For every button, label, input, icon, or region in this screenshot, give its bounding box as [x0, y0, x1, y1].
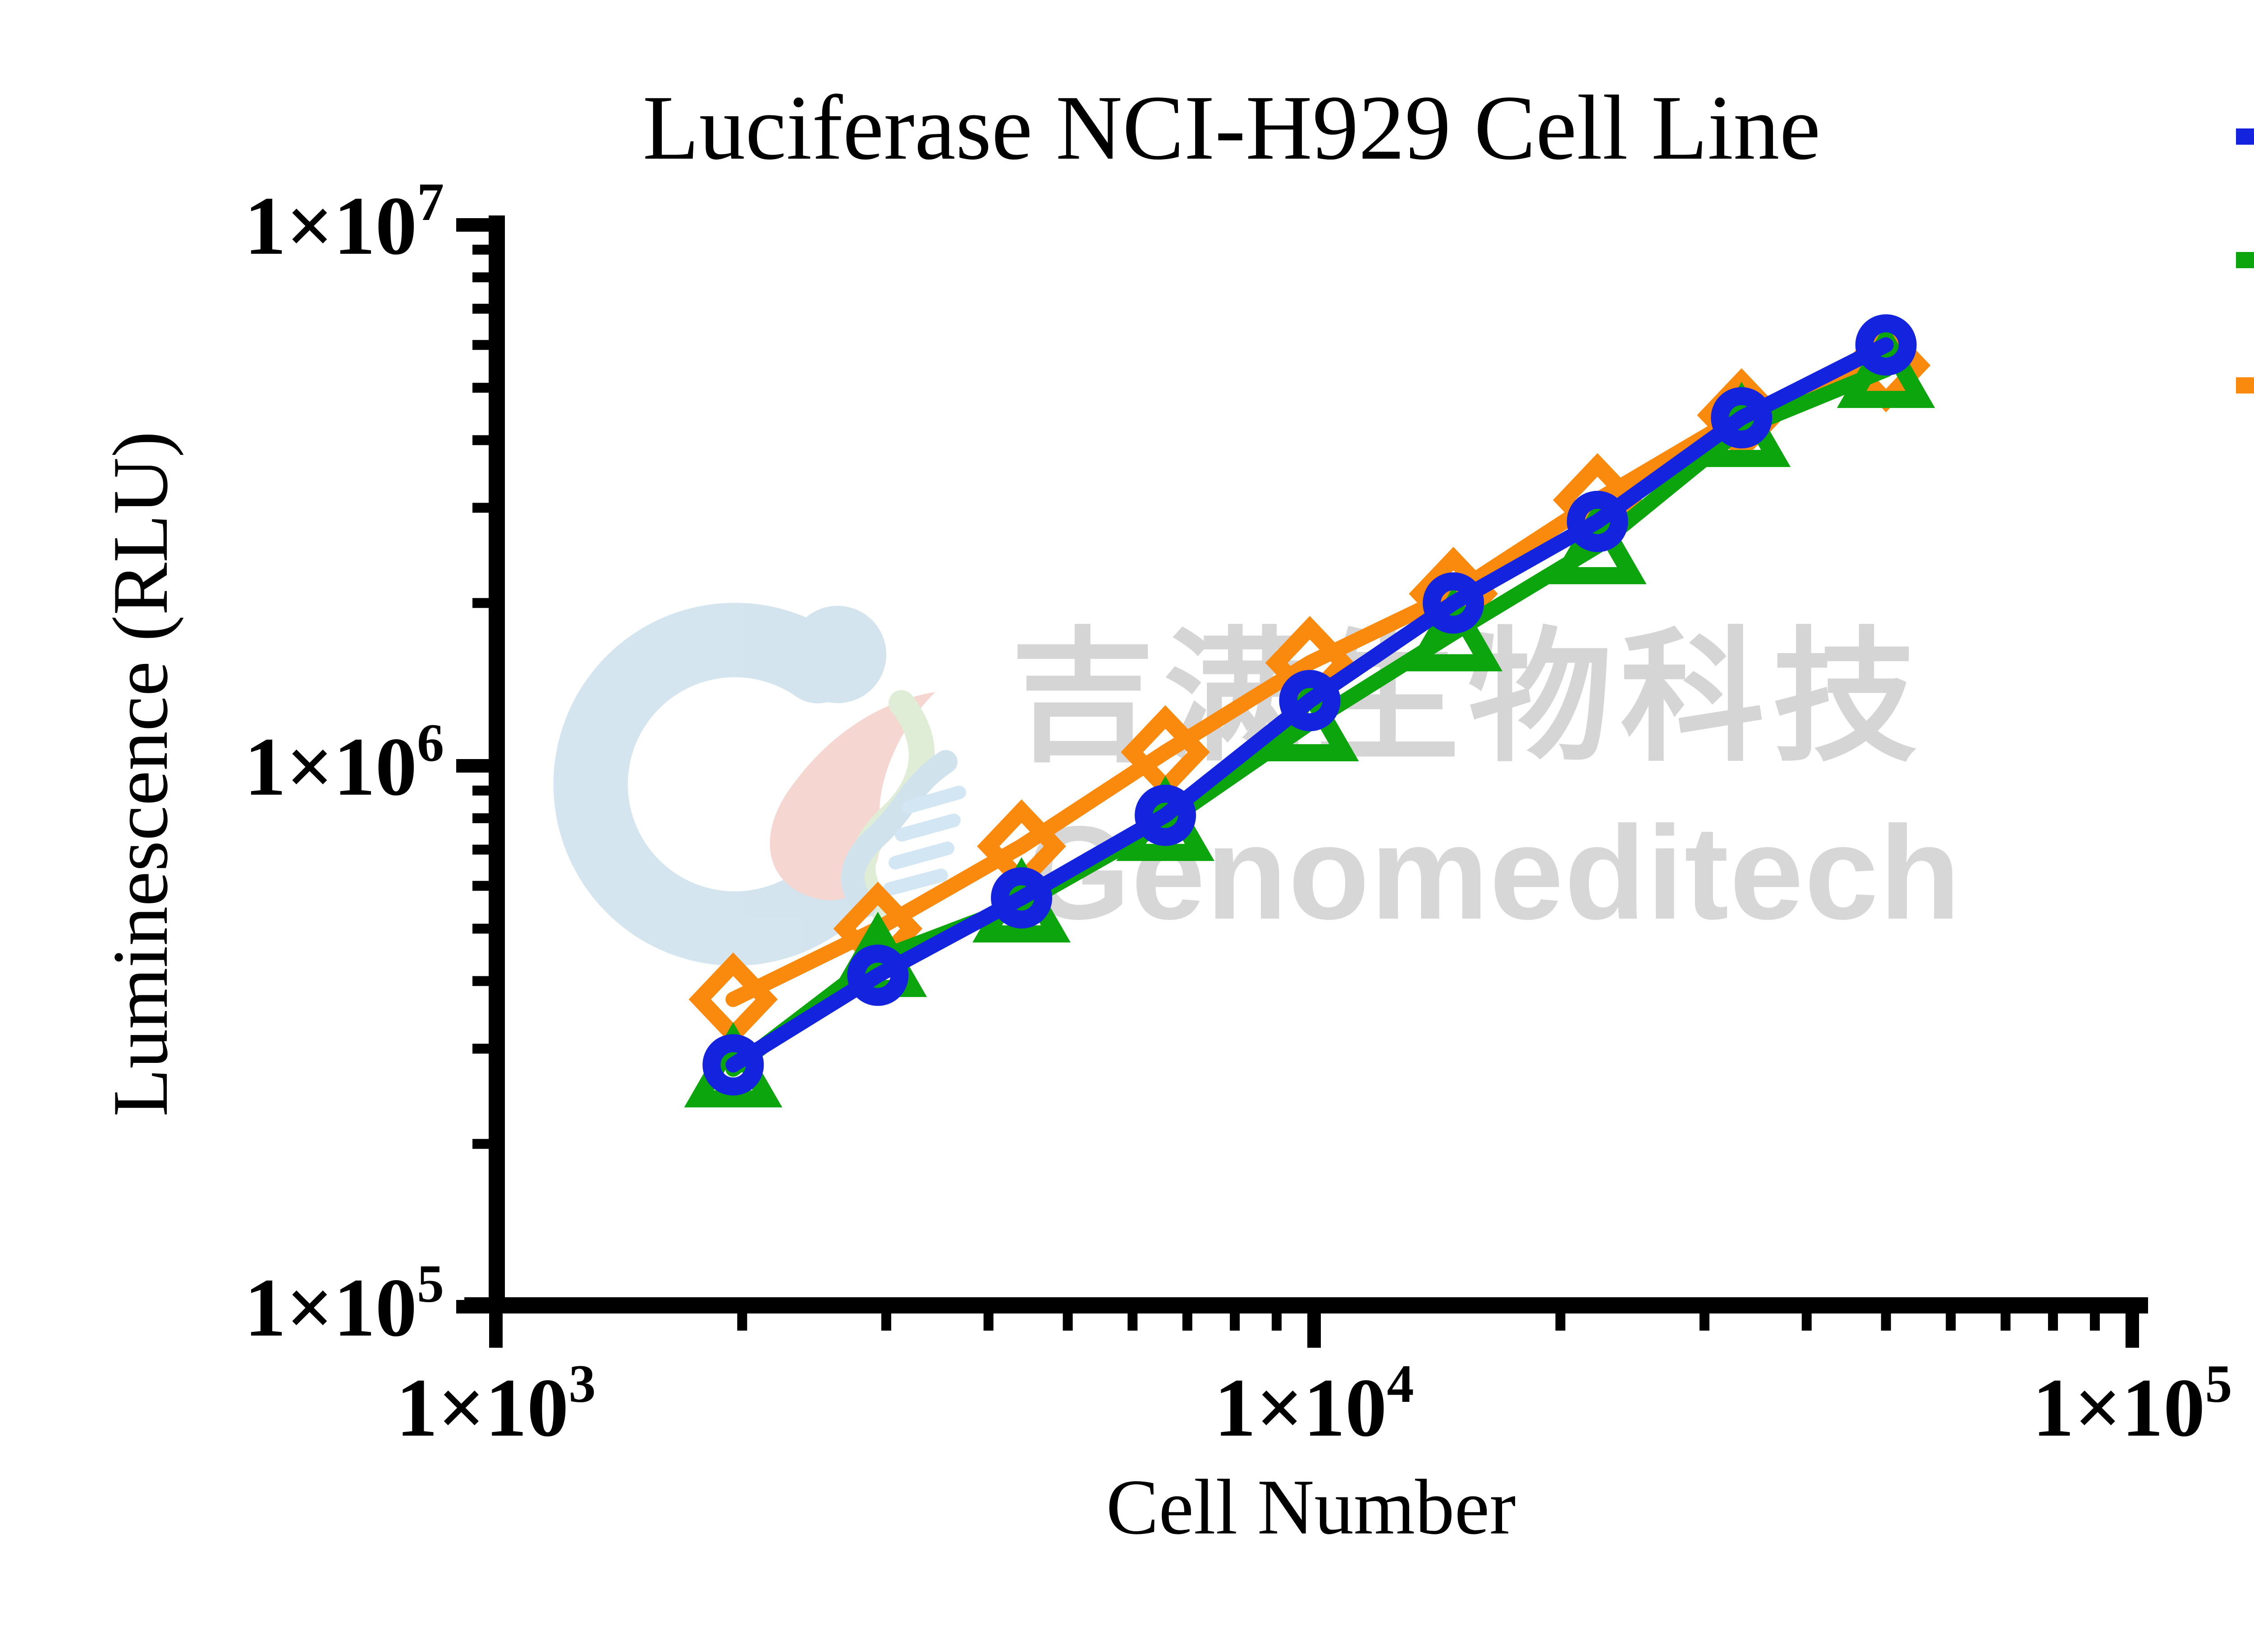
- axes: 1×103 1×104 1×105 1×105 1×106 1×107: [244, 172, 2232, 1454]
- legend-item-GM-C26289: GM-C26289: [2236, 128, 2254, 145]
- y-tick-label: 1×107: [244, 172, 444, 272]
- circle-marker: [1135, 784, 1196, 846]
- legend-item-GM-C26292: GM-C26292: [2236, 377, 2254, 394]
- circle-marker: [1567, 490, 1628, 552]
- y-tick-label: 1×105: [244, 1254, 444, 1354]
- legend: GM-C26289 GM-C26290 GM-C26292: [2236, 128, 2254, 394]
- x-tick-label: 1×105: [2033, 1354, 2232, 1454]
- y-axis-tick-labels: 1×105 1×106 1×107: [244, 172, 444, 1354]
- y-axis-title: Luminescence (RLU): [96, 431, 184, 1117]
- x-axis-title: Cell Number: [1106, 1463, 1516, 1551]
- watermark-logo: [553, 603, 966, 966]
- circle-marker: [1711, 387, 1773, 448]
- chart-title: Luciferase NCI-H929 Cell Line: [643, 77, 1821, 179]
- triangle-marker: [1404, 586, 1503, 672]
- y-axis-ticks: [456, 218, 497, 1313]
- legend-item-GM-C26290: GM-C26290: [2236, 252, 2254, 268]
- circle-marker: [991, 867, 1053, 929]
- logo-blue-head: [789, 606, 886, 703]
- logo-dna-rungs: [883, 786, 966, 896]
- x-axis-tick-labels: 1×103 1×104 1×105: [396, 1354, 2232, 1454]
- y-tick-label: 1×106: [244, 713, 444, 813]
- circle-marker: [1279, 670, 1341, 732]
- circle-marker: [1855, 314, 1917, 376]
- circle-marker: [847, 944, 909, 1006]
- circle-marker: [1423, 572, 1484, 634]
- x-tick-label: 1×104: [1214, 1354, 1414, 1454]
- data-series: [684, 314, 1935, 1107]
- logo-blue-crescent: [553, 603, 865, 966]
- x-axis-ticks: [489, 1305, 2139, 1348]
- series-line: [725, 337, 1894, 1073]
- logo-pink-teardrop: [770, 692, 935, 901]
- x-tick-label: 1×103: [396, 1354, 596, 1454]
- circle-marker: [702, 1034, 764, 1096]
- series-GM-C26289: [702, 314, 1917, 1096]
- logo-blue-strand: [841, 750, 957, 918]
